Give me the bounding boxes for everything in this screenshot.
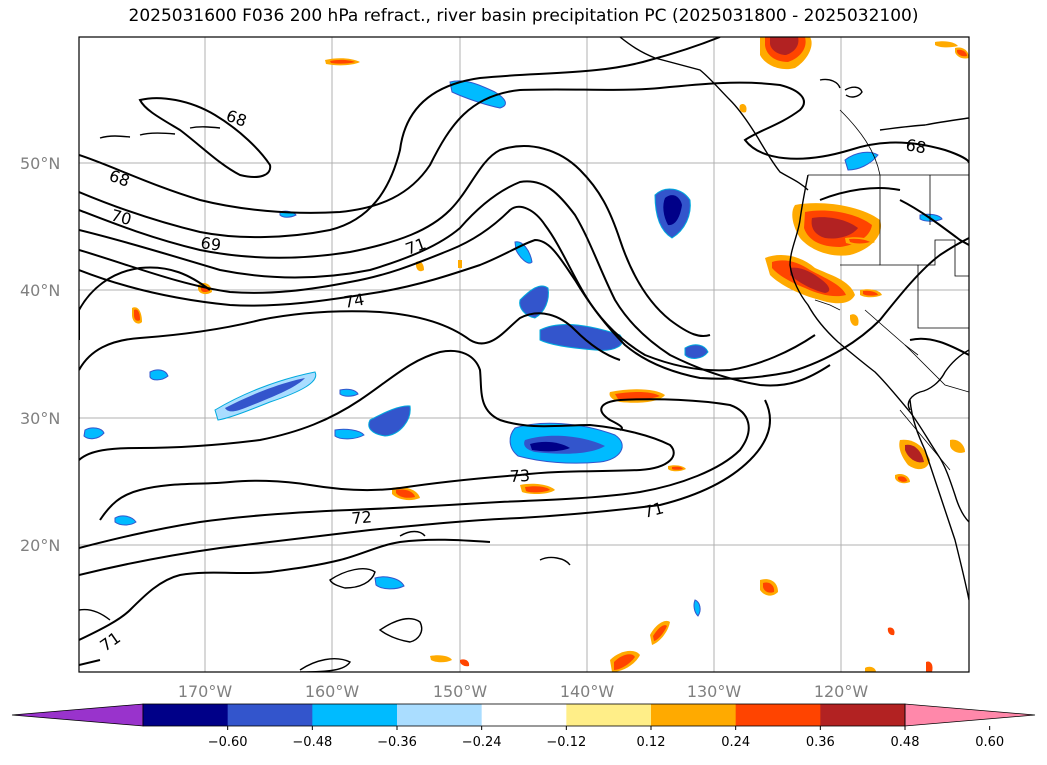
colorbar-tick-label: −0.12 [546, 735, 586, 750]
contour-label: 68 [904, 135, 927, 157]
colorbar-tick-label: −0.60 [208, 735, 248, 750]
coastlines [79, 37, 969, 672]
lat-label: 40°N [20, 281, 60, 300]
colorbar-tick-label: 0.12 [637, 735, 666, 750]
longitude-axis: 170°W 160°W 150°W 140°W 130°W 120°W [178, 682, 869, 701]
map-background [79, 37, 969, 672]
colorbar-extend-min [11, 703, 144, 727]
lat-label: 20°N [20, 536, 60, 555]
colorbar-segment [143, 704, 229, 726]
colorbar-segment [481, 704, 567, 726]
lon-label: 170°W [178, 682, 233, 701]
contour-label: 71 [641, 498, 666, 522]
colorbar-tick-label: 0.36 [806, 735, 835, 750]
contour-label: 73 [509, 466, 530, 486]
colorbar-outline [142, 703, 906, 727]
contour-label: 74 [342, 290, 365, 312]
colorbar-segment [312, 704, 398, 726]
colorbar-tick-label: −0.36 [377, 735, 417, 750]
negative-precip-patches [83, 80, 943, 617]
positive-precip-patches [132, 37, 969, 672]
graticule [79, 37, 969, 672]
colorbar-tick-label: 0.48 [891, 735, 920, 750]
colorbar: −0.60 −0.48 −0.36 −0.24 −0.12 0.12 0.24 0.36 0.4… [11, 703, 1036, 750]
colorbar-tick-label: −0.48 [292, 735, 332, 750]
lat-label: 50°N [20, 154, 60, 173]
colorbar-segment [566, 704, 652, 726]
colorbar-segment [227, 704, 313, 726]
lat-label: 30°N [20, 409, 60, 428]
colorbar-tick-label: −0.24 [462, 735, 502, 750]
colorbar-segment [397, 704, 483, 726]
lon-label: 130°W [687, 682, 742, 701]
colorbar-segment [651, 704, 737, 726]
lon-label: 140°W [560, 682, 615, 701]
lon-label: 120°W [814, 682, 869, 701]
colorbar-segment [735, 704, 821, 726]
political-borders [808, 109, 969, 471]
map-title: 2025031600 F036 200 hPa refract., river … [128, 6, 919, 26]
latitude-axis: 50°N 40°N 30°N 20°N [20, 154, 60, 555]
map-frame [78, 36, 970, 673]
colorbar-tick-label: 0.24 [721, 735, 750, 750]
lon-label: 160°W [305, 682, 360, 701]
colorbar-extend-max [904, 703, 1036, 727]
lon-label: 150°W [433, 682, 488, 701]
refractivity-contours [79, 37, 969, 666]
contour-label: 69 [199, 233, 222, 255]
contour-label: 72 [351, 507, 373, 528]
contour-label: 70 [109, 206, 134, 230]
colorbar-segment [820, 704, 906, 726]
colorbar-tick-label: 0.60 [975, 735, 1004, 750]
